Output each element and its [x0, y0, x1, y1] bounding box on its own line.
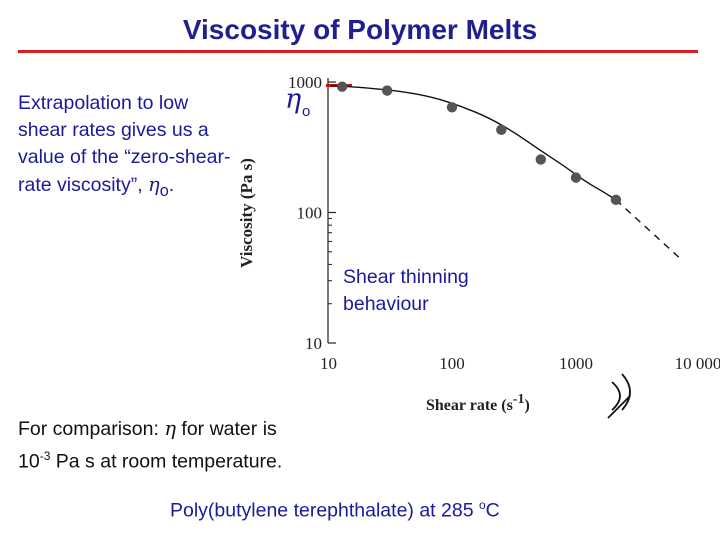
note-end: . — [168, 174, 175, 196]
eta-subscript: o — [159, 181, 169, 200]
x-tick-label: 100 — [439, 354, 465, 373]
y-axis-label: Viscosity (Pa s) — [237, 158, 256, 268]
comparison-suffix: Pa s at room temperature. — [50, 450, 283, 473]
title-underline — [18, 50, 698, 53]
x-tick-label: 10 000 — [675, 354, 720, 373]
fit-curve — [330, 84, 617, 201]
y-tick-label: 10 — [305, 334, 322, 353]
eta-symbol: η — [164, 417, 176, 440]
chart-points — [336, 81, 622, 206]
caption-unit: C — [485, 499, 500, 522]
slide-title: Viscosity of Polymer Melts — [182, 14, 538, 45]
comparison-exponent: -3 — [39, 449, 51, 463]
data-point — [336, 81, 348, 92]
extrapolation-line — [615, 199, 682, 260]
extrapolation-note: Extrapolation to low shear rates gives u… — [18, 90, 233, 205]
data-point — [496, 124, 507, 136]
figure-caption: Poly(butylene terephthalate) at 285 oC — [170, 498, 500, 523]
eta0-symbol: η — [285, 84, 301, 115]
data-point — [535, 154, 546, 165]
comparison-base: 10 — [18, 450, 40, 473]
data-point — [446, 102, 458, 113]
extrapolation-note-text: Extrapolation to low shear rates gives u… — [18, 92, 231, 196]
shear-thinning-label: Shear thinning behaviour — [343, 266, 469, 315]
comparison-prefix: For comparison: — [18, 418, 165, 440]
comparison-middle: for water is — [176, 418, 277, 440]
eta-symbol: η — [148, 173, 160, 196]
comparison-note: For comparison: η for water is 10-3 Pa s … — [18, 415, 378, 476]
x-axis-label: Shear rate (s-1) — [426, 392, 530, 414]
eta0-annotation: η o — [285, 84, 310, 120]
chart-ticks: 10 100 1000 10 100 1000 10 000 — [288, 73, 720, 373]
y-tick-label: 1000 — [288, 73, 322, 92]
axis-break-mark — [607, 373, 631, 419]
caption-text: Poly(butylene terephthalate) at 285 — [170, 499, 479, 522]
x-tick-label: 10 — [320, 354, 337, 373]
x-tick-label: 1000 — [559, 354, 593, 373]
chart-curves — [326, 84, 682, 260]
caption-degree: o — [478, 498, 486, 512]
data-point — [610, 194, 622, 206]
y-tick-label: 100 — [297, 204, 323, 223]
data-point — [570, 172, 582, 183]
eta0-subscript: o — [302, 103, 310, 120]
data-point — [381, 85, 393, 96]
